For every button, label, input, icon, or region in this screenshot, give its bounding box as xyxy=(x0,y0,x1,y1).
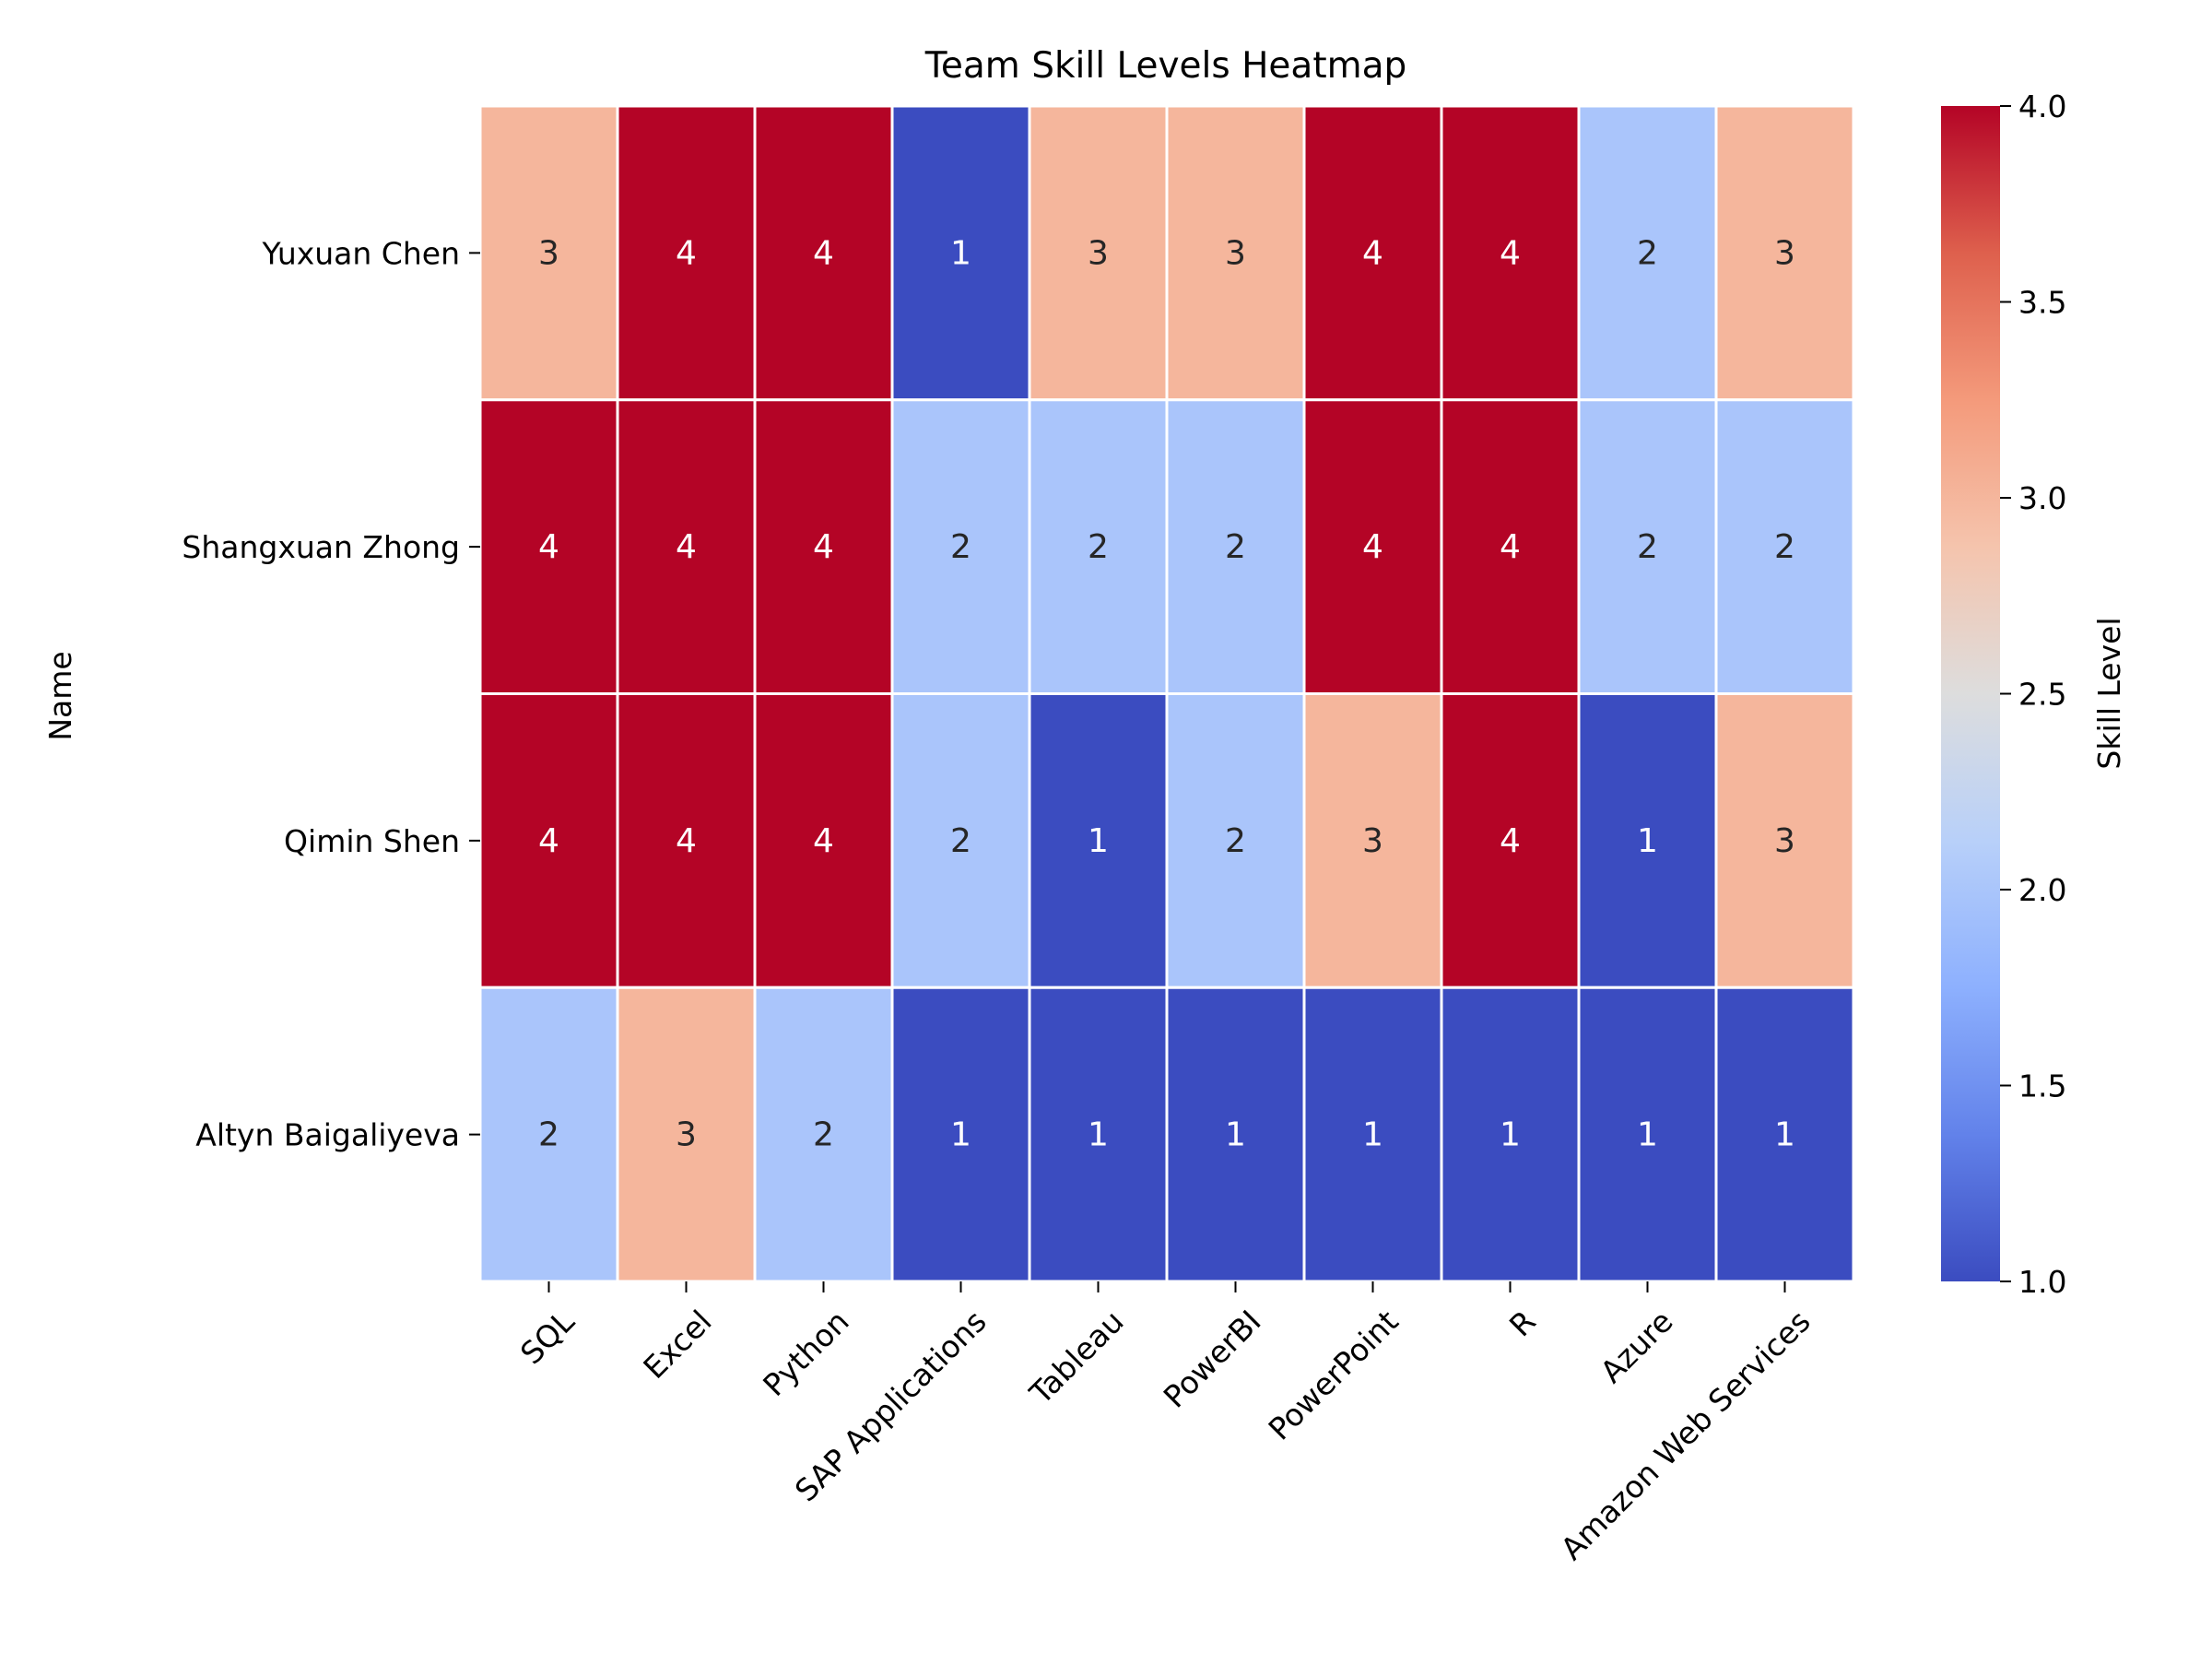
colorbar-ticks: 1.0 1.5 2.0 2.5 3.0 3.5 4.0 xyxy=(2000,89,2066,1300)
cell-value-label: 1 xyxy=(1637,822,1658,860)
heatmap-cell xyxy=(1165,985,1306,1283)
cell-value-label: 1 xyxy=(1088,1116,1109,1154)
cell-value-label: 1 xyxy=(1088,822,1109,860)
cell-value-label: 1 xyxy=(1500,1116,1521,1154)
heatmap-cell xyxy=(1714,398,1855,695)
row-tick-labels: Yuxuan Chen Shangxuan Zhong Qimin Shen Alty… xyxy=(182,235,480,1153)
colorbar-gradient xyxy=(1941,106,2000,1281)
cell-value-label: 1 xyxy=(1225,1116,1246,1154)
cell-value-label: 2 xyxy=(950,528,971,566)
heatmap-cell xyxy=(1577,104,1718,402)
cell-annotations: 3 4 4 1 3 3 4 4 2 3 4 4 4 2 2 2 4 4 2 2 4 4 4 2 1 2 3 4 1 3 2 3 2 1 1 1 1 1 1 1 xyxy=(538,234,1795,1153)
cell-value-label: 4 xyxy=(813,822,834,860)
colorbar-tick-label: 1.0 xyxy=(2018,1264,2066,1300)
cell-value-label: 4 xyxy=(676,822,697,860)
cell-value-label: 1 xyxy=(950,234,971,272)
row-tick-label: Altyn Baigaliyeva xyxy=(195,1117,460,1153)
cell-value-label: 4 xyxy=(813,528,834,566)
cell-value-label: 4 xyxy=(1500,528,1521,566)
y-axis-label: Name xyxy=(42,651,78,740)
colorbar: 1.0 1.5 2.0 2.5 3.0 3.5 4.0 Skill Level xyxy=(1941,89,2127,1300)
cell-value-label: 3 xyxy=(538,234,559,272)
cell-value-label: 4 xyxy=(676,528,697,566)
cell-value-label: 4 xyxy=(538,822,559,860)
heatmap-cell xyxy=(1714,985,1855,1283)
heatmap-cell xyxy=(1440,104,1581,402)
cell-value-label: 2 xyxy=(950,822,971,860)
heatmap-cell xyxy=(616,104,757,402)
cell-value-label: 4 xyxy=(1362,528,1383,566)
colorbar-label: Skill Level xyxy=(2091,617,2127,769)
cell-value-label: 3 xyxy=(1774,234,1795,272)
cell-value-label: 3 xyxy=(676,1116,697,1154)
heatmap-cell xyxy=(1165,398,1306,695)
cell-value-label: 2 xyxy=(1225,528,1246,566)
cell-value-label: 2 xyxy=(1774,528,1795,566)
heatmap-cell xyxy=(1302,104,1443,402)
cell-value-label: 4 xyxy=(538,528,559,566)
cell-value-label: 1 xyxy=(1637,1116,1658,1154)
heatmap-cell xyxy=(1028,985,1169,1283)
heatmap-cell xyxy=(1165,692,1306,989)
cell-value-label: 3 xyxy=(1362,822,1383,860)
row-tick-label: Qimin Shen xyxy=(284,823,460,859)
cell-value-label: 3 xyxy=(1088,234,1109,272)
heatmap-cell xyxy=(478,104,619,402)
cell-value-label: 4 xyxy=(1500,234,1521,272)
heatmap-cell xyxy=(890,398,1031,695)
colorbar-tick-label: 3.0 xyxy=(2018,480,2066,516)
chart-title: Team Skill Levels Heatmap xyxy=(924,45,1407,87)
cell-value-label: 4 xyxy=(676,234,697,272)
colorbar-tick-label: 3.5 xyxy=(2018,285,2066,321)
heatmap-cell xyxy=(1440,985,1581,1283)
cell-value-label: 1 xyxy=(950,1116,971,1154)
heatmap-cell xyxy=(753,692,894,989)
heatmap-cell xyxy=(1714,104,1855,402)
heatmap-cell xyxy=(1577,692,1718,989)
heatmap-cell xyxy=(890,692,1031,989)
heatmap-cell xyxy=(753,104,894,402)
colorbar-tick-label: 2.5 xyxy=(2018,677,2066,713)
cell-value-label: 3 xyxy=(1774,822,1795,860)
heatmap-cell xyxy=(1577,985,1718,1283)
row-tick-label: Shangxuan Zhong xyxy=(182,529,460,565)
cell-value-label: 2 xyxy=(1637,234,1658,272)
cell-value-label: 4 xyxy=(1362,234,1383,272)
cell-value-label: 2 xyxy=(538,1116,559,1154)
heatmap-cell xyxy=(1440,398,1581,695)
heatmap-cell xyxy=(753,398,894,695)
cell-value-label: 2 xyxy=(1088,528,1109,566)
cell-value-label: 1 xyxy=(1362,1116,1383,1154)
row-tick-label: Yuxuan Chen xyxy=(261,235,460,271)
heatmap-cell xyxy=(1028,692,1169,989)
cell-value-label: 2 xyxy=(813,1116,834,1154)
colorbar-tick-label: 4.0 xyxy=(2018,89,2066,124)
heatmap-cell xyxy=(1302,398,1443,695)
heatmap-cell xyxy=(616,398,757,695)
colorbar-tick-label: 2.0 xyxy=(2018,872,2066,908)
cell-value-label: 2 xyxy=(1637,528,1658,566)
heatmap-cell xyxy=(616,692,757,989)
heatmap-cell xyxy=(1714,692,1855,989)
cell-value-label: 4 xyxy=(813,234,834,272)
heatmap-cell xyxy=(478,985,619,1283)
heatmap-cell xyxy=(478,692,619,989)
heatmap-cell xyxy=(1028,398,1169,695)
cell-value-label: 3 xyxy=(1225,234,1246,272)
cell-value-label: 1 xyxy=(1774,1116,1795,1154)
colorbar-tick-label: 1.5 xyxy=(2018,1068,2066,1104)
cell-value-label: 4 xyxy=(1500,822,1521,860)
heatmap-cells xyxy=(478,104,1855,1283)
heatmap-cell xyxy=(1577,398,1718,695)
cell-value-label: 2 xyxy=(1225,822,1246,860)
